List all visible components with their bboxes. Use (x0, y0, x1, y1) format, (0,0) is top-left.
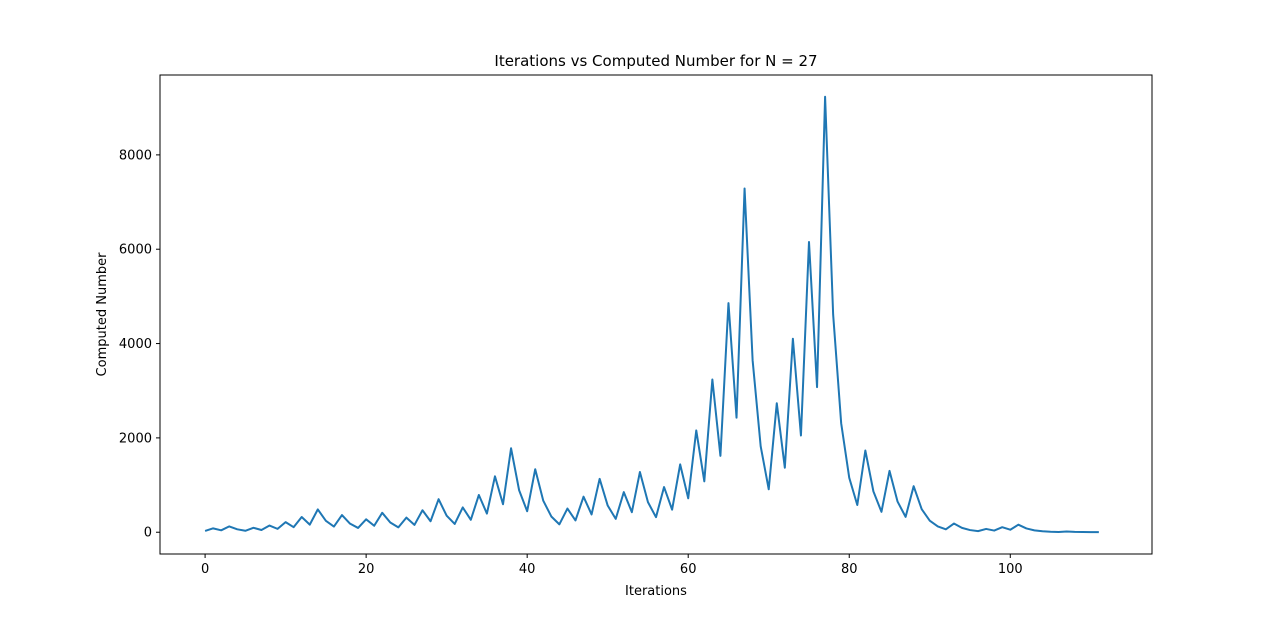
x-tick-label: 0 (201, 562, 209, 577)
x-tick-label: 60 (680, 562, 697, 577)
y-tick-label: 8000 (119, 148, 152, 163)
x-axis-ticks: 0 20 40 60 80 100 (201, 554, 1023, 577)
y-tick-label: 2000 (119, 431, 152, 446)
x-tick-label: 20 (358, 562, 375, 577)
chart-title: Iterations vs Computed Number for N = 27 (494, 52, 817, 70)
y-tick-label: 6000 (119, 243, 152, 258)
y-tick-label: 0 (144, 526, 152, 541)
x-tick-label: 100 (998, 562, 1023, 577)
y-tick-label: 4000 (119, 337, 152, 352)
y-axis-label: Computed Number (95, 252, 110, 377)
y-axis-ticks: 0 2000 4000 6000 8000 (119, 148, 160, 541)
series-line (204, 95, 1099, 534)
x-tick-label: 80 (841, 562, 858, 577)
x-axis-label: Iterations (625, 584, 687, 599)
plot-area-frame (159, 74, 1153, 555)
x-tick-label: 40 (519, 562, 536, 577)
